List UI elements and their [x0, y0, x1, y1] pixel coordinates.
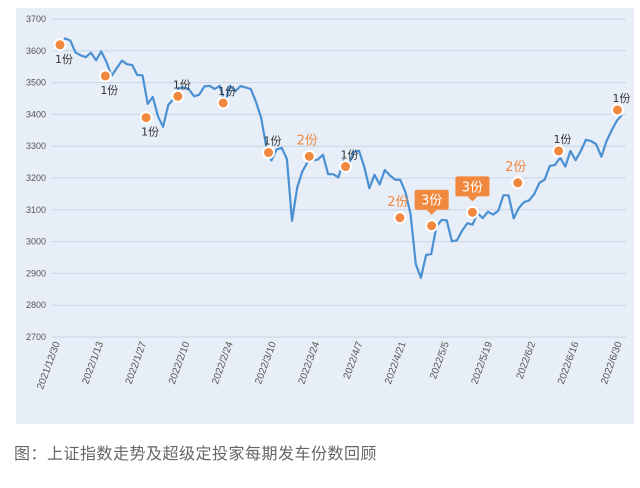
annotation-label: 2份	[387, 195, 408, 210]
purchase-marker	[552, 144, 566, 158]
purchase-marker	[139, 111, 153, 125]
purchase-marker	[465, 205, 479, 219]
annotation-box	[455, 176, 490, 197]
purchase-marker	[393, 211, 407, 225]
y-tick-label: 3300	[26, 141, 46, 151]
purchase-marker	[339, 160, 353, 174]
annotation-label: 2份	[297, 133, 318, 148]
annotation-label: 2份	[505, 160, 526, 175]
annotation-label: 3份	[462, 180, 483, 195]
y-tick-label: 2700	[26, 332, 46, 342]
annotation-box	[414, 189, 449, 210]
y-tick-label: 3000	[26, 237, 46, 247]
y-tick-label: 3500	[26, 78, 46, 88]
purchase-marker	[302, 149, 316, 163]
chart-panel: 2700 2800 2900 3000 3100 3200 3300 3400 3500 3600…	[16, 8, 634, 424]
y-tick-label: 3600	[26, 46, 46, 56]
purchase-marker	[610, 103, 624, 117]
purchase-marker	[98, 69, 112, 83]
y-tick-label: 2800	[26, 300, 46, 310]
purchase-marker	[53, 38, 67, 52]
annotation-label: 1份	[554, 133, 572, 146]
purchase-marker	[216, 96, 230, 110]
purchase-marker	[511, 176, 525, 190]
annotation-label: 1份	[173, 78, 191, 91]
annotation-label: 1份	[141, 126, 159, 139]
y-tick-label: 2900	[26, 268, 46, 278]
y-tick-label: 3200	[26, 173, 46, 183]
annotation-label: 1份	[100, 84, 118, 97]
purchase-marker	[171, 89, 185, 103]
y-tick-label: 3400	[26, 109, 46, 119]
annotation-label: 1份	[612, 92, 630, 105]
purchase-marker	[425, 219, 439, 233]
annotation-label: 3份	[421, 194, 442, 209]
line-chart: 2700 2800 2900 3000 3100 3200 3300 3400 3500 3600…	[16, 8, 634, 424]
annotation-label: 1份	[341, 149, 359, 162]
chart-background	[16, 8, 634, 424]
annotation-label: 1份	[55, 53, 73, 66]
purchase-marker	[261, 146, 275, 160]
annotation-label: 1份	[218, 85, 236, 98]
annotation-pointer	[426, 209, 437, 215]
annotation-label: 1份	[263, 135, 281, 148]
y-tick-label: 3100	[26, 205, 46, 215]
y-tick-label: 3700	[26, 14, 46, 24]
figure-caption: 图：上证指数走势及超级定投家每期发车份数回顾	[14, 444, 378, 463]
annotation-pointer	[467, 196, 478, 202]
